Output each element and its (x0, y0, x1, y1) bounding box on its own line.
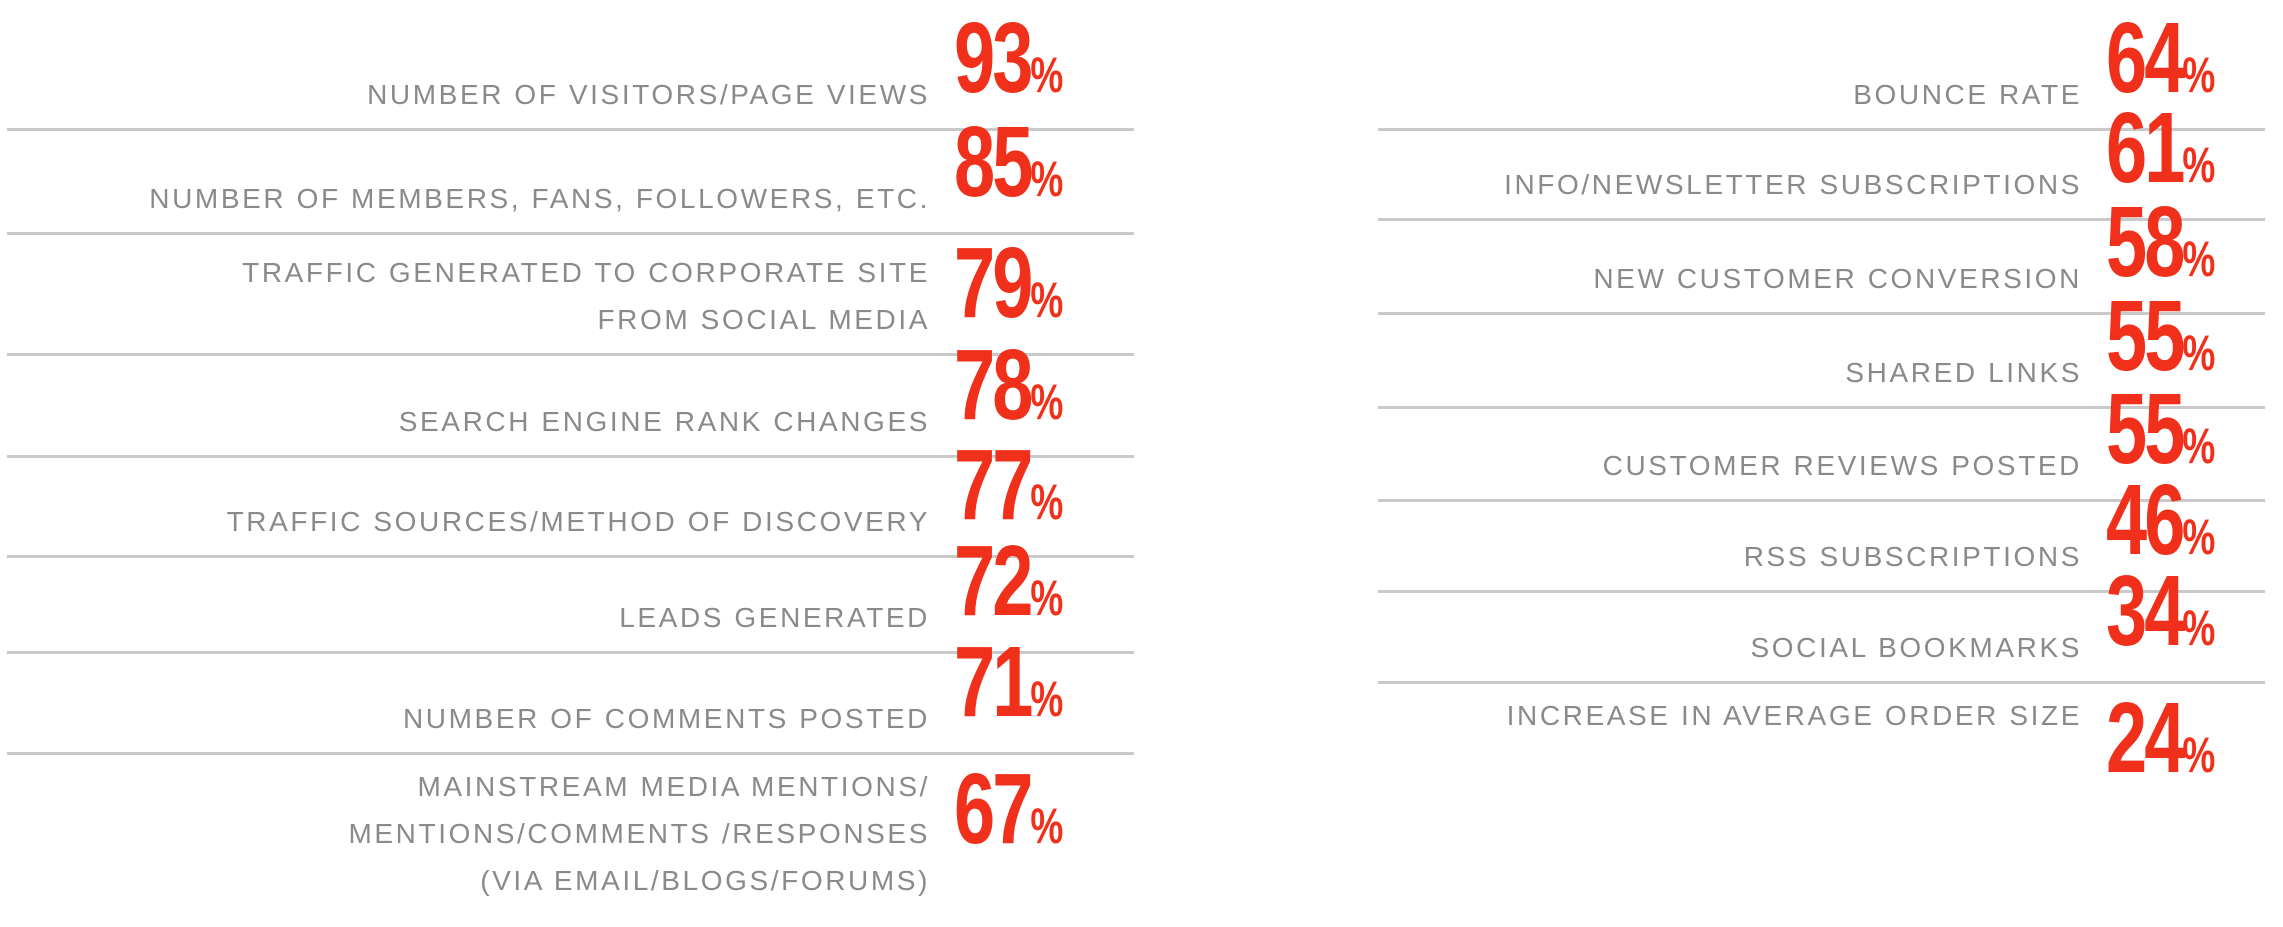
metric-percentage: 72% (954, 531, 1064, 651)
right-metrics-column: BOUNCE RATE 64% INFO/NEWSLETTER SUBSCRIPTI… (1378, 0, 2265, 794)
metric-label: SEARCH ENGINE RANK CHANGES (398, 406, 930, 437)
percent-sign: % (2182, 509, 2216, 565)
metric-value: 79 (954, 227, 1033, 339)
metric-percentage: 71% (954, 632, 1064, 752)
metric-label: NUMBER OF MEMBERS, FANS, FOLLOWERS, ETC. (149, 183, 930, 214)
metric-row: BOUNCE RATE 64% (1378, 0, 2265, 131)
metric-label: SHARED LINKS (1845, 357, 2082, 388)
metric-label: NEW CUSTOMER CONVERSION (1593, 263, 2082, 294)
metric-label: INCREASE IN AVERAGE ORDER SIZE (1506, 700, 2082, 731)
metric-percentage: 34% (2106, 561, 2216, 681)
metric-row: SOCIAL BOOKMARKS 34% (1378, 561, 2265, 684)
metric-value: 71 (954, 626, 1033, 738)
metric-percentage: 55% (2106, 286, 2216, 406)
metric-label: TRAFFIC GENERATED TO CORPORATE SITE FROM… (242, 257, 930, 335)
metric-value: 55 (2106, 373, 2185, 485)
metric-row: NUMBER OF MEMBERS, FANS, FOLLOWERS, ETC.… (7, 112, 1134, 235)
metric-label: CUSTOMER REVIEWS POSTED (1602, 450, 2082, 481)
metric-label: BOUNCE RATE (1853, 79, 2082, 110)
metric-label: SOCIAL BOOKMARKS (1750, 632, 2082, 663)
metric-value: 78 (954, 329, 1033, 441)
metric-percentage: 67% (954, 759, 1064, 879)
percent-sign: % (1030, 671, 1064, 727)
percent-sign: % (2182, 600, 2216, 656)
metric-row: NUMBER OF VISITORS/PAGE VIEWS 93% (7, 0, 1134, 131)
metric-row: SHARED LINKS 55% (1378, 286, 2265, 409)
percent-sign: % (1030, 272, 1064, 328)
metric-value: 72 (954, 525, 1033, 637)
metric-row: TRAFFIC GENERATED TO CORPORATE SITE FROM… (7, 233, 1134, 356)
left-metrics-column: NUMBER OF VISITORS/PAGE VIEWS 93% NUMBER O… (7, 0, 1134, 925)
metric-row: MAINSTREAM MEDIA MENTIONS/ MENTIONS/COMM… (7, 755, 1134, 925)
metric-percentage: 78% (954, 335, 1064, 455)
metric-value: 64 (2106, 2, 2185, 114)
percent-sign: % (2182, 727, 2216, 783)
metric-percentage: 24% (2106, 688, 2216, 808)
metric-percentage: 85% (954, 112, 1064, 232)
metric-percentage: 64% (2106, 8, 2216, 128)
metric-value: 58 (2106, 186, 2185, 298)
percent-sign: % (1030, 151, 1064, 207)
percent-sign: % (1030, 374, 1064, 430)
metric-value: 93 (954, 2, 1033, 114)
metric-percentage: 93% (954, 8, 1064, 128)
metric-row: INCREASE IN AVERAGE ORDER SIZE 24% (1378, 684, 2265, 794)
metric-percentage: 61% (2106, 98, 2216, 218)
metric-value: 24 (2106, 682, 2185, 794)
metric-label: NUMBER OF VISITORS/PAGE VIEWS (367, 79, 930, 110)
metric-percentage: 79% (954, 233, 1064, 353)
metric-row: CUSTOMER REVIEWS POSTED 55% (1378, 379, 2265, 502)
metric-row: SEARCH ENGINE RANK CHANGES 78% (7, 335, 1134, 458)
percent-sign: % (2182, 325, 2216, 381)
metric-row: NEW CUSTOMER CONVERSION 58% (1378, 192, 2265, 315)
metric-percentage: 77% (954, 435, 1064, 555)
percent-sign: % (1030, 47, 1064, 103)
metric-percentage: 46% (2106, 470, 2216, 590)
metric-label: MAINSTREAM MEDIA MENTIONS/ MENTIONS/COMM… (348, 771, 930, 896)
metric-percentage: 55% (2106, 379, 2216, 499)
metric-value: 85 (954, 106, 1033, 218)
percent-sign: % (2182, 231, 2216, 287)
percent-sign: % (2182, 47, 2216, 103)
metric-row: LEADS GENERATED 72% (7, 531, 1134, 654)
metric-value: 61 (2106, 92, 2185, 204)
percent-sign: % (2182, 137, 2216, 193)
metric-label: RSS SUBSCRIPTIONS (1743, 541, 2082, 572)
percent-sign: % (1030, 570, 1064, 626)
metric-value: 34 (2106, 555, 2185, 667)
metric-value: 67 (954, 753, 1033, 865)
metric-row: TRAFFIC SOURCES/METHOD OF DISCOVERY 77% (7, 435, 1134, 558)
metric-row: RSS SUBSCRIPTIONS 46% (1378, 470, 2265, 593)
metric-label: LEADS GENERATED (619, 602, 930, 633)
metric-percentage: 58% (2106, 192, 2216, 312)
metric-value: 77 (954, 429, 1033, 541)
metric-label: TRAFFIC SOURCES/METHOD OF DISCOVERY (226, 506, 930, 537)
metric-value: 46 (2106, 464, 2185, 576)
percent-sign: % (2182, 418, 2216, 474)
metric-value: 55 (2106, 280, 2185, 392)
percent-sign: % (1030, 474, 1064, 530)
metric-label: NUMBER OF COMMENTS POSTED (402, 703, 930, 734)
metric-row: NUMBER OF COMMENTS POSTED 71% (7, 632, 1134, 755)
metric-row: INFO/NEWSLETTER SUBSCRIPTIONS 61% (1378, 98, 2265, 221)
percent-sign: % (1030, 798, 1064, 854)
metric-label: INFO/NEWSLETTER SUBSCRIPTIONS (1504, 169, 2082, 200)
